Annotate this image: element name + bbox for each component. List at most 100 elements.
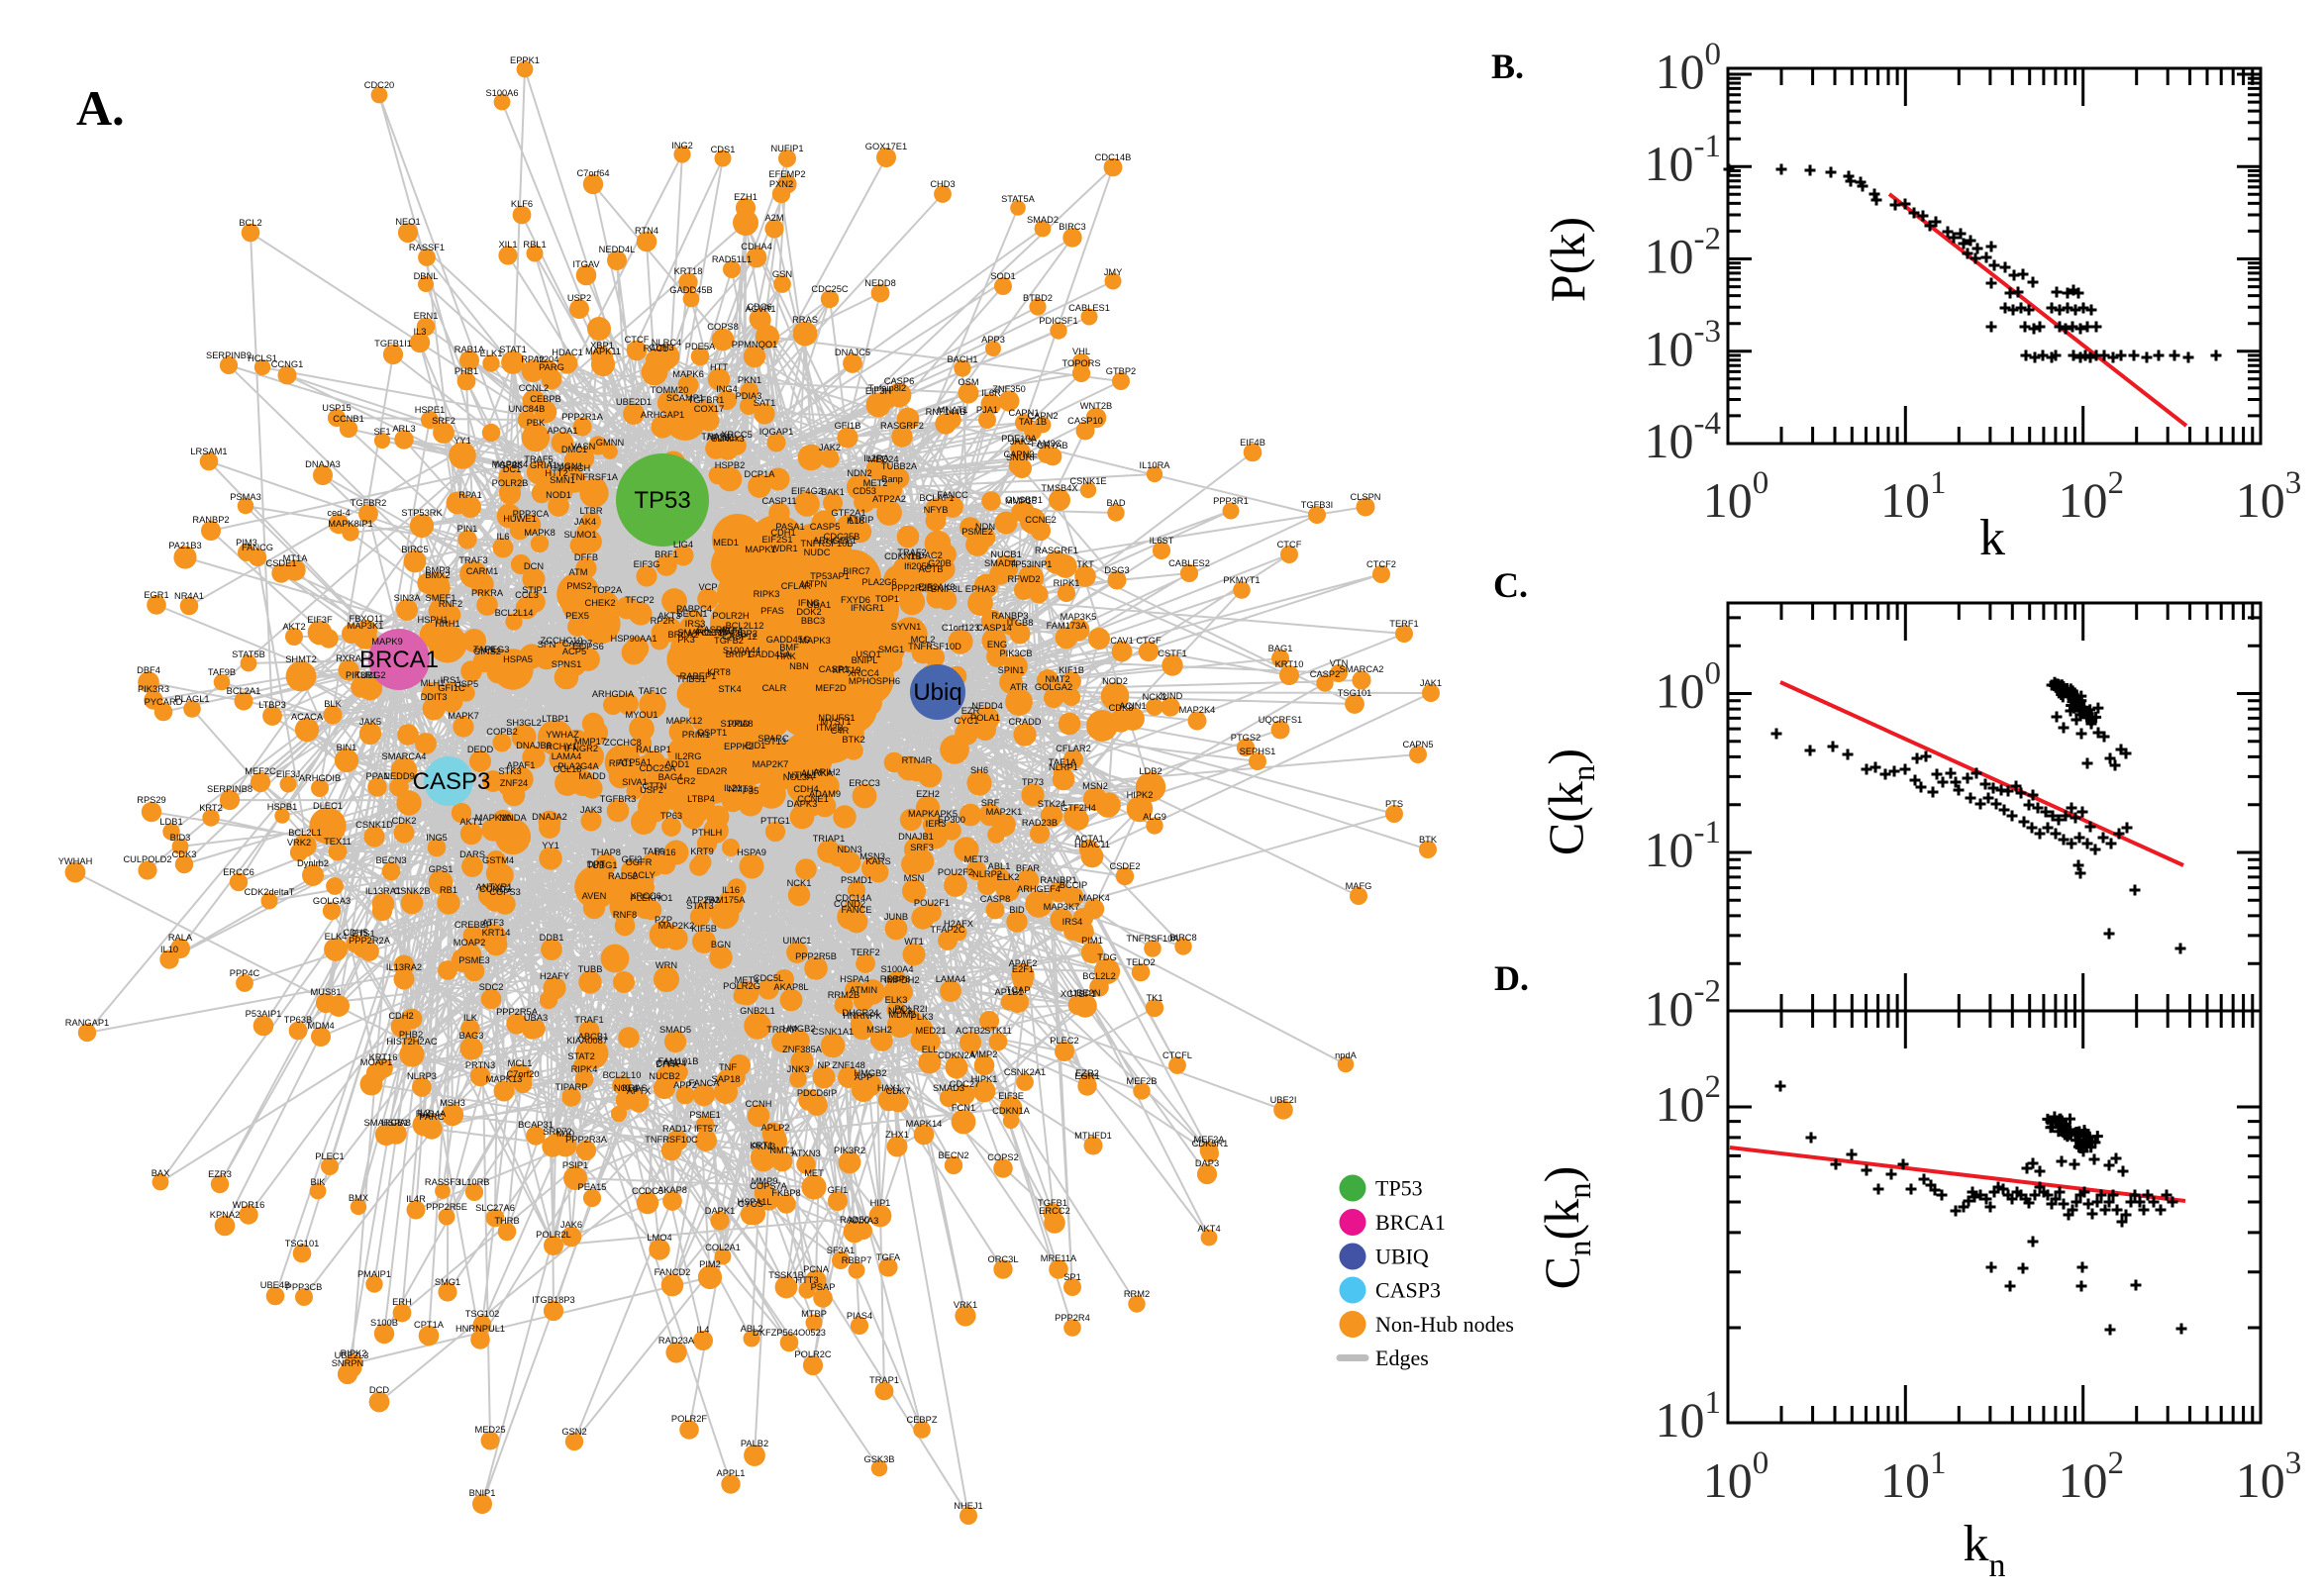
svg-text:ZCCHC8: ZCCHC8: [604, 738, 642, 748]
svg-text:GFI2: GFI2: [622, 854, 643, 864]
svg-text:STK4: STK4: [718, 684, 741, 694]
svg-text:NLRP2: NLRP2: [972, 869, 1002, 879]
svg-text:MT1A: MT1A: [283, 553, 309, 563]
svg-text:DPT: DPT: [587, 859, 606, 869]
svg-text:KLF6: KLF6: [511, 199, 533, 209]
svg-text:BID3: BID3: [170, 833, 191, 843]
svg-text:KRT1: KRT1: [750, 1141, 773, 1150]
svg-text:PMAIP1: PMAIP1: [357, 1269, 391, 1279]
svg-text:EPPK1: EPPK1: [510, 55, 540, 65]
svg-text:NMT3: NMT3: [728, 784, 753, 794]
svg-text:POLR2H: POLR2H: [712, 611, 749, 621]
svg-text:RFWD2: RFWD2: [1007, 574, 1040, 584]
svg-text:PIK3CB: PIK3CB: [999, 648, 1032, 658]
svg-text:TELO2: TELO2: [1126, 957, 1155, 967]
svg-text:PSME2: PSME2: [961, 527, 993, 537]
svg-text:ACLY: ACLY: [632, 870, 656, 880]
svg-text:MAPK3: MAPK3: [799, 636, 831, 646]
svg-text:CDH5: CDH5: [343, 928, 367, 938]
svg-text:EIF2AK3: EIF2AK3: [918, 582, 955, 592]
svg-text:CABLES2: CABLES2: [1168, 558, 1210, 568]
svg-text:MET2: MET2: [863, 478, 888, 488]
svg-text:BTBD2: BTBD2: [1023, 293, 1053, 303]
svg-text:COX17: COX17: [694, 404, 725, 414]
svg-text:BID: BID: [1009, 905, 1025, 915]
svg-text:PPP4C: PPP4C: [230, 968, 260, 978]
svg-text:GSTM4: GSTM4: [482, 855, 514, 865]
svg-text:A.: A.: [76, 80, 125, 136]
svg-text:SMEF1: SMEF1: [426, 593, 456, 603]
svg-text:RBBP7: RBBP7: [842, 1255, 872, 1265]
svg-text:EIF3F: EIF3F: [307, 615, 333, 625]
svg-text:PLEC2: PLEC2: [1050, 1036, 1078, 1046]
svg-text:SEPHS1: SEPHS1: [1240, 747, 1276, 756]
svg-text:PLAGL1: PLAGL1: [174, 694, 209, 704]
svg-text:GMNN: GMNN: [596, 438, 624, 448]
svg-text:STIP1: STIP1: [522, 585, 548, 595]
svg-text:COPS3: COPS3: [489, 887, 521, 897]
svg-text:GTBP2: GTBP2: [1106, 366, 1136, 376]
svg-text:DNAJC5: DNAJC5: [835, 348, 870, 357]
svg-text:DNAJB1: DNAJB1: [898, 832, 934, 842]
svg-text:DAPK3: DAPK3: [787, 799, 818, 809]
svg-text:PBK: PBK: [527, 418, 546, 428]
svg-text:CASP9: CASP9: [697, 625, 728, 635]
svg-text:NEDD8: NEDD8: [864, 278, 896, 288]
svg-text:HTT2: HTT2: [545, 468, 567, 478]
svg-text:NDN2: NDN2: [847, 468, 871, 478]
svg-text:ARHGDIB: ARHGDIB: [299, 773, 341, 783]
svg-text:BIK: BIK: [311, 1177, 327, 1187]
svg-text:PSMA3: PSMA3: [230, 492, 261, 502]
svg-text:TRAF4: TRAF4: [701, 432, 730, 442]
svg-text:SNURF: SNURF: [1006, 452, 1038, 462]
svg-text:PRIM1: PRIM1: [682, 730, 710, 740]
svg-text:DEDD: DEDD: [467, 745, 494, 754]
svg-text:HDAC1: HDAC1: [552, 348, 583, 357]
svg-text:Non-Hub nodes: Non-Hub nodes: [1375, 1312, 1514, 1337]
svg-text:POLR2L: POLR2L: [536, 1230, 571, 1240]
svg-text:TAF9B: TAF9B: [208, 667, 236, 677]
svg-text:MPHOSPH6: MPHOSPH6: [849, 676, 900, 686]
svg-text:HSPB1: HSPB1: [267, 802, 298, 812]
svg-text:MAPK1: MAPK1: [745, 545, 776, 554]
svg-text:TIPARP: TIPARP: [556, 1082, 588, 1092]
svg-text:ACTA1: ACTA1: [1074, 834, 1103, 844]
svg-text:MAP3K1: MAP3K1: [348, 621, 384, 631]
svg-text:KRT8: KRT8: [707, 667, 731, 677]
svg-text:ACP5: ACP5: [562, 647, 586, 656]
svg-text:MMP17: MMP17: [574, 737, 606, 747]
svg-text:MDM4: MDM4: [307, 1021, 334, 1031]
svg-text:KPNA2: KPNA2: [210, 1210, 241, 1220]
svg-text:SAT1: SAT1: [754, 398, 776, 408]
svg-text:JAK4: JAK4: [574, 517, 596, 527]
svg-text:JAK5: JAK5: [359, 717, 381, 727]
svg-text:IRS3: IRS3: [685, 619, 706, 629]
svg-text:BAG1: BAG1: [1268, 644, 1293, 653]
svg-text:PIK3R1: PIK3R1: [346, 670, 377, 680]
svg-text:JUNB: JUNB: [884, 912, 908, 922]
svg-text:TP53BP2: TP53BP2: [718, 629, 758, 639]
svg-text:ERCC3: ERCC3: [849, 778, 880, 788]
svg-text:TNFRSF10D: TNFRSF10D: [908, 642, 961, 651]
svg-text:ACVR1: ACVR1: [745, 304, 775, 314]
svg-text:MCL1: MCL1: [508, 1058, 533, 1068]
svg-text:PIAS4: PIAS4: [847, 1311, 872, 1321]
svg-text:ATXN3: ATXN3: [791, 1148, 820, 1158]
svg-text:TAF1B: TAF1B: [1019, 417, 1047, 427]
svg-text:S100B: S100B: [370, 1318, 398, 1328]
svg-text:VTN: VTN: [1330, 658, 1349, 668]
svg-text:CFLAR2: CFLAR2: [1056, 744, 1091, 753]
svg-text:BRIP1: BRIP1: [726, 649, 753, 659]
svg-text:H2AFY: H2AFY: [540, 971, 569, 981]
svg-text:SUMO1: SUMO1: [563, 530, 596, 540]
svg-text:HDAC11: HDAC11: [1074, 840, 1110, 849]
svg-text:NHEJ1: NHEJ1: [954, 1501, 982, 1511]
svg-text:GSN: GSN: [772, 269, 792, 279]
svg-text:TEX11: TEX11: [324, 837, 352, 847]
svg-text:CASP2: CASP2: [1310, 669, 1341, 679]
svg-text:CDHA4: CDHA4: [741, 242, 772, 251]
svg-text:SPARC: SPARC: [758, 734, 789, 744]
svg-text:PPP2R2A: PPP2R2A: [349, 936, 391, 946]
svg-text:TAF9: TAF9: [473, 645, 495, 654]
svg-text:NLRP3: NLRP3: [407, 1071, 437, 1081]
